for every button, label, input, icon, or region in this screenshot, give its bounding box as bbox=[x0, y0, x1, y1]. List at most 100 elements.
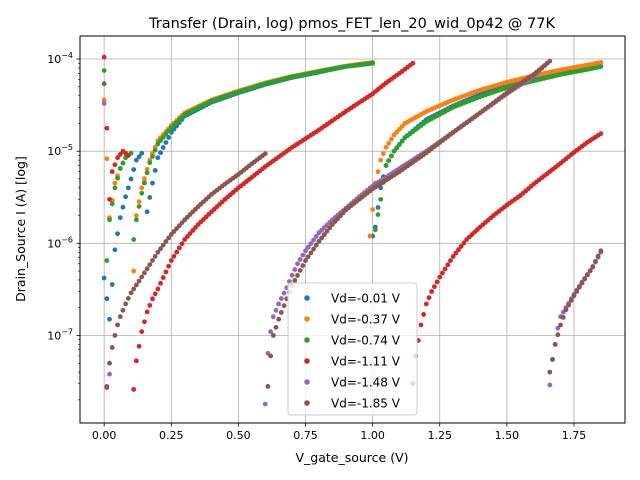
data-point bbox=[431, 284, 437, 290]
data-point bbox=[418, 322, 424, 328]
data-point bbox=[273, 324, 279, 330]
data-point bbox=[171, 253, 177, 259]
data-point bbox=[566, 302, 572, 308]
data-point bbox=[375, 205, 381, 210]
data-point bbox=[558, 322, 563, 328]
data-point bbox=[297, 268, 303, 273]
x-axis-ticks: 0.00 0.25 0.50 0.75 1.00 1.25 1.50 1.75 bbox=[92, 423, 586, 442]
data-point bbox=[142, 319, 147, 325]
data-point bbox=[112, 185, 118, 191]
data-point bbox=[104, 384, 110, 389]
y-tick-mantissa: 10 bbox=[47, 237, 61, 250]
data-point bbox=[448, 258, 453, 263]
data-point bbox=[456, 247, 461, 253]
data-point bbox=[104, 125, 110, 131]
data-point bbox=[158, 280, 163, 286]
data-point bbox=[300, 252, 306, 258]
legend-marker bbox=[304, 316, 310, 322]
data-point bbox=[152, 147, 158, 153]
grid-lines bbox=[80, 36, 625, 423]
data-point bbox=[560, 314, 566, 320]
data-point bbox=[262, 151, 268, 157]
data-point bbox=[598, 59, 604, 65]
data-point bbox=[133, 157, 139, 163]
data-point bbox=[176, 245, 182, 251]
data-point bbox=[389, 153, 394, 159]
data-point bbox=[131, 237, 137, 242]
data-point bbox=[163, 131, 169, 137]
data-point bbox=[150, 180, 155, 186]
data-point bbox=[150, 154, 155, 159]
data-point bbox=[152, 253, 158, 259]
data-point bbox=[590, 264, 596, 269]
data-point bbox=[166, 135, 172, 140]
data-point bbox=[163, 239, 169, 244]
data-point bbox=[319, 235, 325, 241]
data-point bbox=[101, 97, 107, 103]
data-point bbox=[128, 290, 134, 296]
data-point bbox=[278, 296, 284, 301]
data-point bbox=[136, 204, 142, 209]
data-point bbox=[101, 54, 107, 60]
data-point bbox=[168, 258, 174, 263]
data-point bbox=[139, 329, 145, 335]
data-point bbox=[270, 333, 276, 338]
series-6-points bbox=[101, 58, 604, 389]
data-point bbox=[133, 358, 139, 364]
legend-label: Vd=-0.37 V bbox=[331, 313, 401, 327]
data-point bbox=[410, 60, 416, 66]
data-point bbox=[139, 150, 145, 156]
x-tick-label: 0.25 bbox=[159, 429, 184, 442]
y-tick-exponent: −5 bbox=[61, 143, 73, 152]
data-point bbox=[568, 298, 574, 303]
data-point bbox=[316, 238, 322, 244]
data-point bbox=[321, 232, 327, 238]
data-point bbox=[147, 160, 153, 166]
y-axis-label: Drain_Source I (A) [log] bbox=[13, 156, 28, 302]
data-point bbox=[155, 286, 161, 292]
y-tick-exponent: −4 bbox=[61, 51, 73, 60]
data-point bbox=[166, 235, 172, 241]
data-point bbox=[136, 154, 142, 160]
data-point bbox=[380, 151, 386, 157]
data-point bbox=[587, 268, 593, 274]
data-point bbox=[107, 360, 112, 366]
data-point bbox=[133, 217, 139, 223]
data-point bbox=[571, 293, 577, 299]
data-point bbox=[112, 162, 118, 168]
y-tick-label: 10−5 bbox=[47, 143, 73, 158]
data-point bbox=[120, 307, 126, 313]
data-point bbox=[383, 144, 389, 150]
data-point bbox=[142, 270, 147, 276]
data-point bbox=[593, 258, 598, 264]
data-point bbox=[174, 249, 180, 255]
data-point bbox=[131, 167, 137, 172]
data-point bbox=[115, 231, 120, 237]
data-point bbox=[101, 101, 107, 106]
data-point bbox=[155, 155, 161, 161]
data-point bbox=[101, 275, 107, 281]
data-point bbox=[117, 152, 123, 157]
data-point bbox=[461, 240, 467, 246]
data-point bbox=[139, 190, 145, 196]
data-point bbox=[128, 176, 134, 182]
data-points bbox=[101, 54, 604, 407]
data-point bbox=[598, 64, 604, 69]
x-tick-label: 1.50 bbox=[495, 429, 520, 442]
data-point bbox=[101, 81, 107, 87]
data-point bbox=[107, 196, 112, 202]
data-point bbox=[598, 131, 604, 137]
data-point bbox=[109, 201, 115, 207]
data-point bbox=[579, 280, 585, 286]
data-point bbox=[107, 316, 112, 322]
data-point bbox=[585, 272, 590, 278]
data-point bbox=[109, 345, 115, 350]
legend-label: Vd=-0.74 V bbox=[331, 334, 401, 348]
data-point bbox=[576, 284, 582, 290]
data-point bbox=[386, 140, 392, 146]
data-point bbox=[389, 136, 394, 142]
data-point bbox=[117, 314, 123, 320]
data-point bbox=[378, 196, 384, 202]
data-point bbox=[582, 276, 588, 282]
data-point bbox=[265, 384, 271, 389]
